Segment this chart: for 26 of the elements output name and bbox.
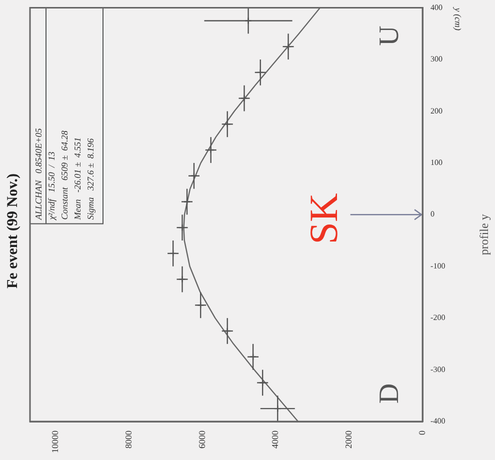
y-tick-label: 200 (430, 106, 443, 116)
y-tick-label: -300 (430, 364, 446, 374)
y-tick-label: 400 (430, 2, 443, 12)
annotation: Mean -26.01 ± 4.551 (72, 137, 82, 221)
annotation: U (374, 26, 405, 46)
x-tick-label: 8000 (123, 430, 134, 448)
text: Fe event (99 Nov.) (4, 174, 21, 288)
y-tick-label: 0 (430, 210, 435, 219)
x-tick-label: 6000 (196, 430, 207, 448)
annotation: Constant 6509 ± 64.28 (59, 130, 70, 220)
annotation: χ²/ndf 15.50 / 13 (46, 151, 56, 221)
y-tick-label: 300 (430, 54, 443, 64)
annotation: D (374, 383, 405, 404)
y-tick-label: -200 (430, 313, 446, 322)
y-tick-label: -100 (430, 261, 446, 270)
text: profile y (477, 214, 492, 256)
y-axis-title: y (cm) (453, 6, 464, 31)
y-tick-label: 100 (430, 158, 443, 168)
annotation: ALLCHAN 0.8540E+05 (33, 128, 44, 221)
x-tick-label: 2000 (344, 430, 354, 448)
x-tick-label: 4000 (270, 430, 280, 448)
annotation: Sigma 327.6 ± 8.196 (85, 138, 96, 220)
annotation: SK (300, 192, 346, 244)
x-tick-label: 0 (416, 430, 427, 435)
x-tick-label: 10000 (50, 430, 60, 453)
y-tick-label: -400 (430, 416, 446, 426)
